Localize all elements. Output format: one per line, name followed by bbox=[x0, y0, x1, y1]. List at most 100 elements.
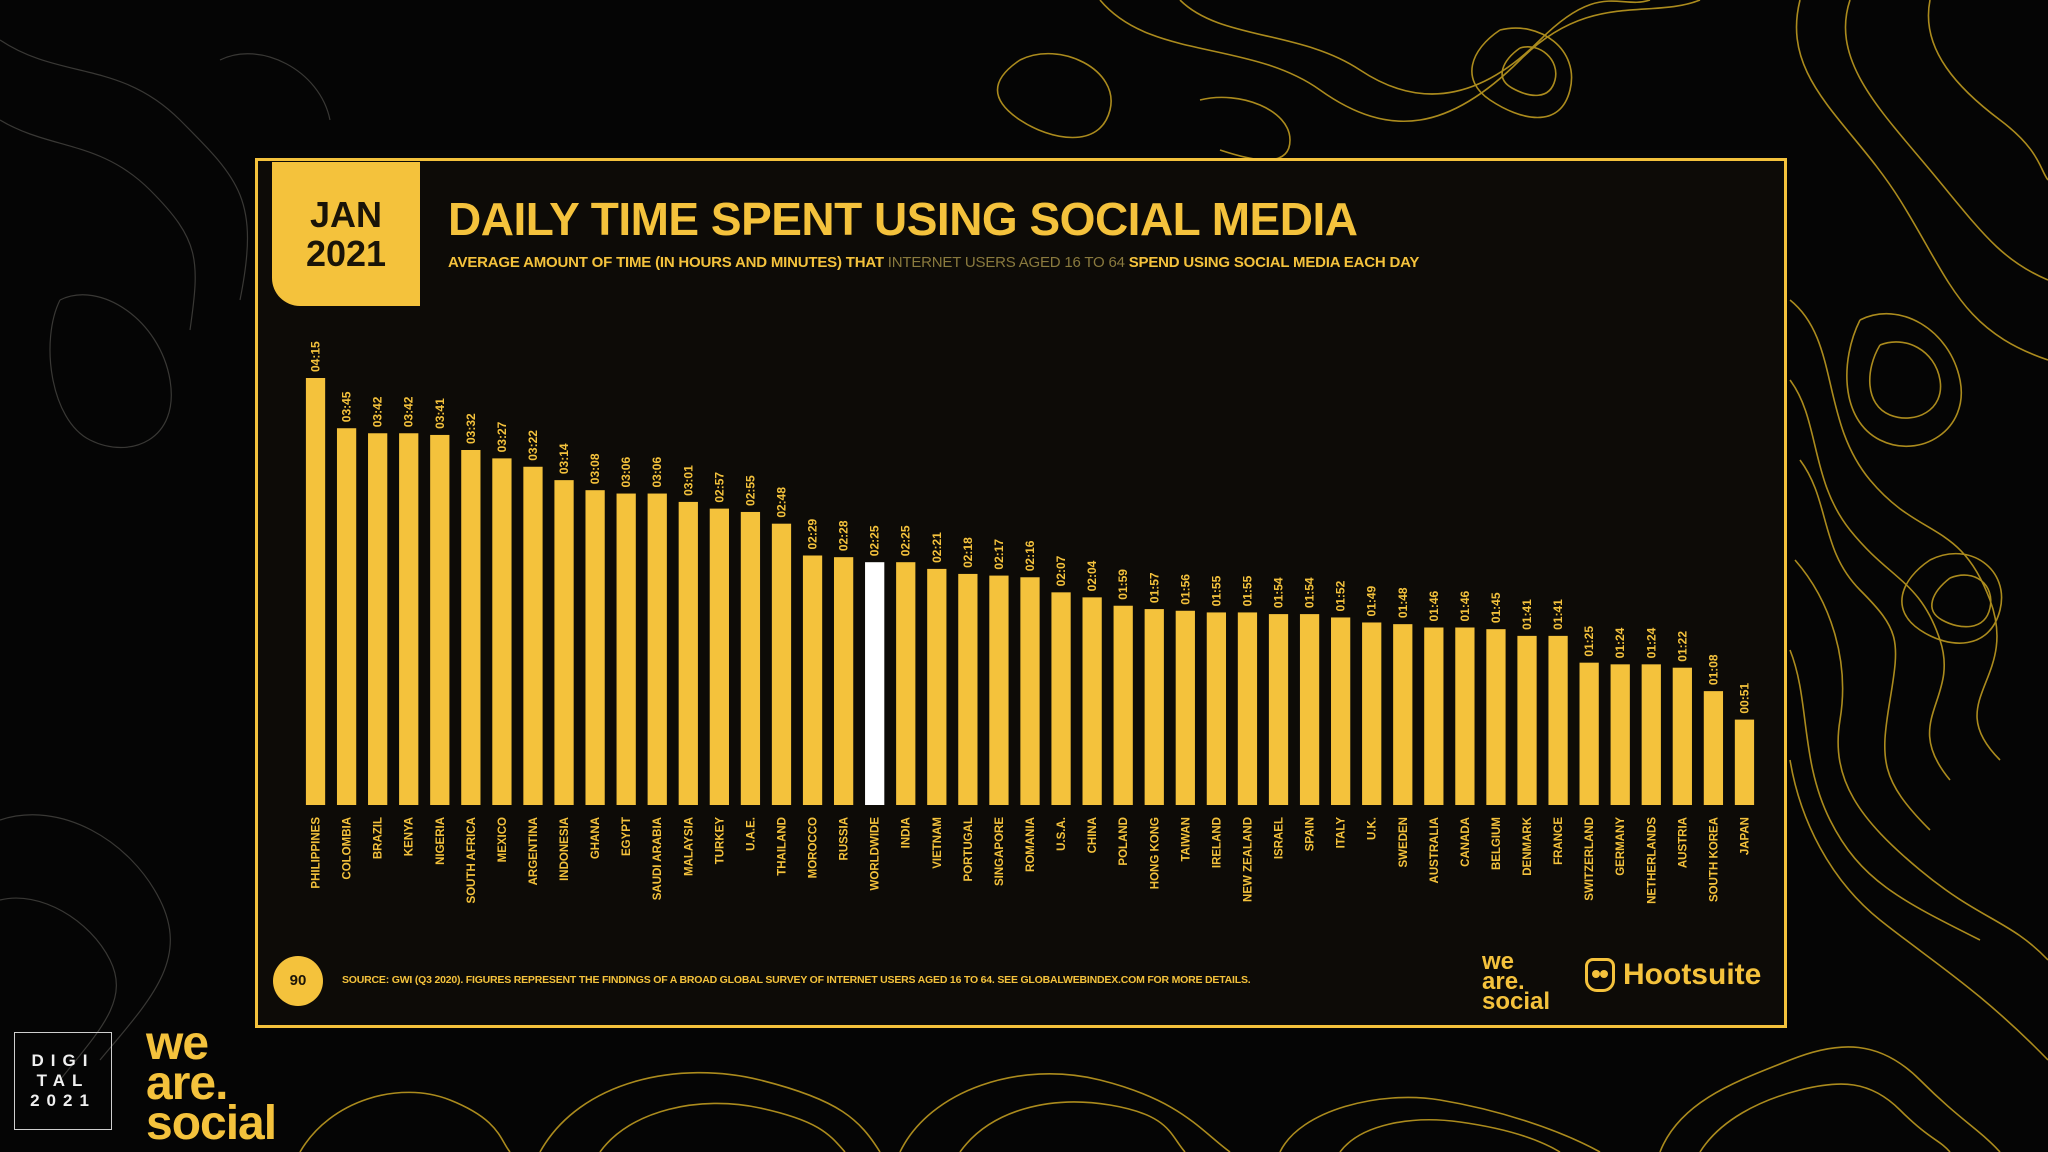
subtitle-highlight: INTERNET USERS AGED 16 TO 64 bbox=[887, 254, 1125, 271]
source-note: SOURCE: GWI (Q3 2020). FIGURES REPRESENT… bbox=[342, 974, 1251, 986]
bar-australia bbox=[1424, 627, 1444, 805]
value-label: 02:04 bbox=[1085, 560, 1099, 591]
category-label: MALAYSIA bbox=[683, 817, 695, 876]
category-label: HONG KONG bbox=[1149, 817, 1161, 889]
bar-denmark bbox=[1517, 635, 1537, 805]
category-label: JAPAN bbox=[1739, 817, 1751, 855]
value-label: 01:25 bbox=[1582, 626, 1596, 657]
digital-2021-badge: DIGI TAL 2021 bbox=[14, 1032, 112, 1130]
value-label: 01:45 bbox=[1489, 592, 1503, 623]
category-label: KENYA bbox=[404, 817, 416, 856]
bar-taiwan bbox=[1175, 610, 1195, 805]
owl-icon bbox=[1585, 958, 1615, 992]
bar-germany bbox=[1610, 664, 1630, 805]
value-label: 02:16 bbox=[1023, 540, 1037, 571]
category-label: SPAIN bbox=[1305, 817, 1317, 851]
value-label: 01:41 bbox=[1520, 599, 1534, 630]
bar-sweden bbox=[1393, 624, 1413, 805]
value-label: 02:29 bbox=[806, 518, 820, 549]
value-label: 01:56 bbox=[1178, 574, 1192, 605]
badge-year: 2021 bbox=[305, 233, 387, 274]
category-label: VIETNAM bbox=[932, 817, 944, 869]
category-label: INDONESIA bbox=[559, 817, 571, 881]
bar-romania bbox=[1020, 577, 1040, 805]
bar-nigeria bbox=[430, 434, 450, 805]
bar-turkey bbox=[709, 508, 729, 805]
bar-france bbox=[1548, 635, 1568, 805]
value-label: 01:55 bbox=[1240, 575, 1254, 606]
bar-u-s-a bbox=[1051, 592, 1071, 805]
bar-israel bbox=[1268, 614, 1289, 805]
bar-italy bbox=[1331, 617, 1351, 805]
category-label: GERMANY bbox=[1615, 817, 1627, 876]
subtitle-post: SPEND USING SOCIAL MEDIA EACH DAY bbox=[1128, 254, 1420, 271]
category-label: U.K. bbox=[1367, 817, 1379, 840]
bar-colombia bbox=[336, 428, 357, 805]
value-label: 03:41 bbox=[433, 398, 447, 429]
value-label: 01:48 bbox=[1396, 587, 1410, 618]
category-label: SWITZERLAND bbox=[1584, 817, 1596, 901]
bar-worldwide bbox=[865, 562, 885, 805]
chart-title: DAILY TIME SPENT USING SOCIAL MEDIA bbox=[448, 193, 1358, 245]
category-label: AUSTRIA bbox=[1677, 817, 1689, 868]
value-label: 02:17 bbox=[992, 539, 1006, 570]
subtitle-pre: AVERAGE AMOUNT OF TIME (IN HOURS AND MIN… bbox=[448, 254, 884, 271]
value-label: 01:41 bbox=[1551, 599, 1565, 630]
category-label: BELGIUM bbox=[1491, 817, 1503, 870]
category-label: SOUTH AFRICA bbox=[466, 817, 478, 903]
bar-malaysia bbox=[678, 501, 698, 805]
value-label: 03:42 bbox=[402, 396, 416, 427]
hootsuite-logo: Hootsuite bbox=[1585, 958, 1761, 992]
bar-morocco bbox=[802, 555, 823, 805]
value-label: 03:42 bbox=[371, 396, 385, 427]
value-label: 03:06 bbox=[650, 457, 664, 488]
category-label: INDIA bbox=[901, 817, 913, 848]
value-label: 02:55 bbox=[743, 475, 757, 506]
category-label: SWEDEN bbox=[1398, 817, 1410, 867]
category-label: ROMANIA bbox=[1025, 817, 1037, 872]
value-label: 01:46 bbox=[1458, 590, 1472, 621]
bar-belgium bbox=[1486, 629, 1506, 805]
value-label: 02:25 bbox=[868, 525, 882, 556]
category-label: RUSSIA bbox=[839, 817, 851, 860]
value-label: 01:54 bbox=[1303, 577, 1317, 608]
page-number: 90 bbox=[273, 956, 323, 1006]
category-label: SINGAPORE bbox=[994, 817, 1006, 886]
bar-austria bbox=[1672, 667, 1692, 805]
bar-argentina bbox=[523, 466, 543, 805]
category-label: ARGENTINA bbox=[528, 817, 540, 885]
category-label: THAILAND bbox=[776, 817, 788, 876]
bar-switzerland bbox=[1579, 662, 1599, 805]
category-label: ITALY bbox=[1336, 817, 1348, 849]
value-label: 03:27 bbox=[495, 421, 509, 452]
bar-egypt bbox=[616, 493, 636, 805]
category-label: DENMARK bbox=[1522, 816, 1534, 875]
value-label: 03:08 bbox=[588, 453, 602, 484]
value-label: 01:57 bbox=[1147, 572, 1161, 603]
category-label: CHINA bbox=[1087, 817, 1099, 853]
bar-new-zealand bbox=[1237, 612, 1258, 805]
value-label: 03:14 bbox=[557, 443, 571, 474]
value-label: 01:59 bbox=[1116, 569, 1130, 600]
bar-saudi-arabia bbox=[647, 493, 667, 805]
category-label: CANADA bbox=[1460, 817, 1472, 867]
bar-indonesia bbox=[554, 480, 574, 805]
value-label: 01:52 bbox=[1334, 580, 1348, 611]
bar-japan bbox=[1734, 719, 1755, 805]
bar-russia bbox=[833, 557, 854, 805]
category-label: WORLDWIDE bbox=[870, 817, 882, 891]
value-label: 02:25 bbox=[899, 525, 913, 556]
value-label: 02:07 bbox=[1054, 555, 1068, 586]
category-label: SOUTH KOREA bbox=[1708, 817, 1720, 902]
value-label: 03:32 bbox=[464, 413, 478, 444]
value-label: 01:24 bbox=[1613, 627, 1627, 658]
category-label: GHANA bbox=[590, 817, 602, 859]
category-label: POLAND bbox=[1118, 817, 1130, 866]
category-label: TAIWAN bbox=[1180, 817, 1192, 862]
category-label: ISRAEL bbox=[1274, 817, 1286, 859]
category-label: MEXICO bbox=[497, 817, 509, 862]
category-label: U.A.E. bbox=[745, 817, 757, 851]
bar-spain bbox=[1299, 614, 1320, 805]
category-label: U.S.A. bbox=[1056, 817, 1068, 851]
